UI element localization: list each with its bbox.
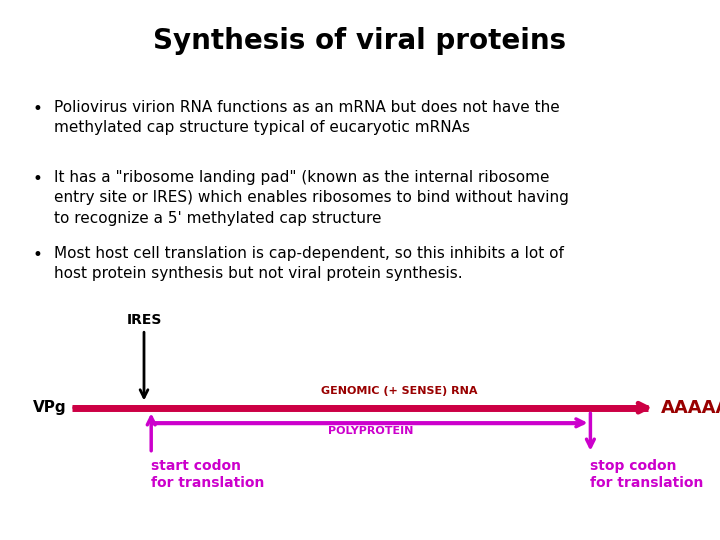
Text: •: • — [32, 100, 42, 118]
Text: GENOMIC (+ SENSE) RNA: GENOMIC (+ SENSE) RNA — [321, 386, 478, 396]
Text: start codon
for translation: start codon for translation — [151, 459, 264, 490]
Text: AAAAA: AAAAA — [661, 399, 720, 417]
Text: Most host cell translation is cap-dependent, so this inhibits a lot of
host prot: Most host cell translation is cap-depend… — [54, 246, 564, 281]
Text: Synthesis of viral proteins: Synthesis of viral proteins — [153, 27, 567, 55]
Text: POLYPROTEIN: POLYPROTEIN — [328, 426, 413, 436]
Text: Poliovirus virion RNA functions as an mRNA but does not have the
methylated cap : Poliovirus virion RNA functions as an mR… — [54, 100, 559, 136]
Text: •: • — [32, 170, 42, 188]
Text: It has a "ribosome landing pad" (known as the internal ribosome
entry site or IR: It has a "ribosome landing pad" (known a… — [54, 170, 569, 226]
Text: VPg: VPg — [32, 400, 66, 415]
Text: stop codon
for translation: stop codon for translation — [590, 459, 703, 490]
Text: •: • — [32, 246, 42, 264]
Text: IRES: IRES — [126, 313, 162, 327]
